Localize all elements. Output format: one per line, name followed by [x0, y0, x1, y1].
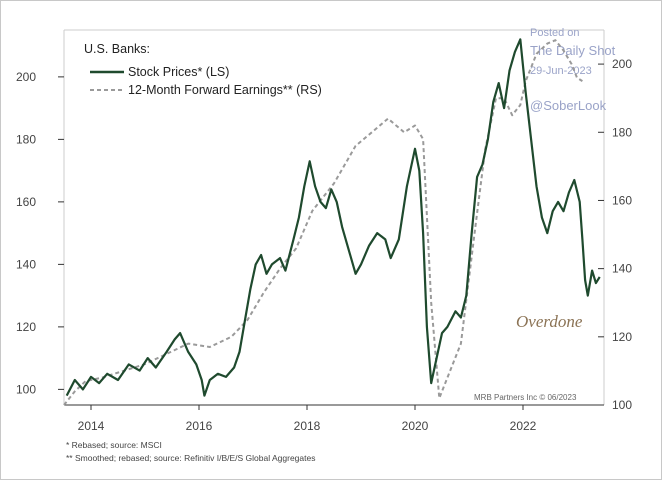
x-tick-label: 2016 — [186, 419, 213, 433]
footnote-1: * Rebased; source: MSCI — [66, 440, 162, 450]
footnote-2: ** Smoothed; rebased; source: Refinitiv … — [66, 453, 315, 463]
watermark-posted: Posted on — [530, 27, 580, 39]
left-tick-label: 200 — [16, 70, 36, 84]
credit-text: MRB Partners Inc © 06/2023 — [474, 393, 577, 402]
right-tick-label: 200 — [612, 57, 632, 71]
watermark-date: 29-Jun-2023 — [530, 65, 592, 77]
left-tick-label: 160 — [16, 195, 36, 209]
legend-label-stock: Stock Prices* (LS) — [128, 65, 229, 79]
right-axis-ticks: 100 120 140 160 180 200 — [598, 57, 632, 412]
left-tick-label: 180 — [16, 132, 36, 146]
series-line-earnings — [63, 39, 583, 406]
annotation-overdone: Overdone — [516, 312, 583, 331]
x-axis-ticks: 2014 2016 2018 2020 2022 — [78, 405, 537, 433]
x-tick-label: 2022 — [510, 419, 537, 433]
right-tick-label: 140 — [612, 262, 632, 276]
x-tick-label: 2020 — [402, 419, 429, 433]
series-layer — [63, 38, 601, 406]
legend-label-earnings: 12-Month Forward Earnings** (RS) — [128, 83, 322, 97]
left-axis-ticks: 100 120 140 160 180 200 — [16, 70, 64, 396]
right-tick-label: 100 — [612, 398, 632, 412]
x-tick-label: 2014 — [78, 419, 105, 433]
watermark-source: The Daily Shot — [530, 43, 616, 58]
watermark-handle: @SoberLook — [530, 98, 607, 113]
series-line-stock-prices — [65, 38, 601, 397]
left-tick-label: 140 — [16, 257, 36, 271]
right-tick-label: 160 — [612, 193, 632, 207]
right-tick-label: 180 — [612, 125, 632, 139]
x-tick-label: 2018 — [294, 419, 321, 433]
chart-title: U.S. Banks: — [84, 42, 150, 56]
right-tick-label: 120 — [612, 330, 632, 344]
left-tick-label: 100 — [16, 382, 36, 396]
left-tick-label: 120 — [16, 320, 36, 334]
